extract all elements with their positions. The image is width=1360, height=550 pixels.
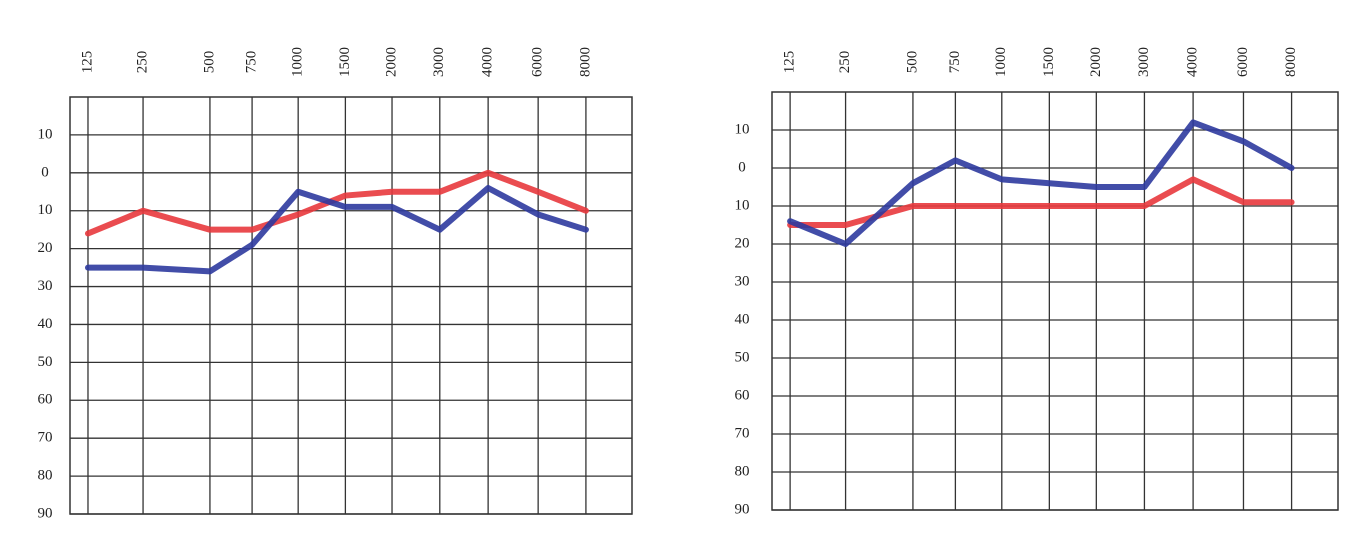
x-tick-label: 8000 <box>1283 47 1299 77</box>
y-tick-label: 10 <box>38 202 53 218</box>
x-tick-label: 3000 <box>1136 47 1152 77</box>
x-tick-label: 4000 <box>1185 47 1201 77</box>
line <box>790 179 1291 225</box>
x-tick-label: 6000 <box>1235 47 1251 77</box>
y-tick-label: 20 <box>735 235 750 251</box>
y-tick-label: 40 <box>38 316 53 332</box>
y-tick-label: 10 <box>38 126 53 142</box>
audiograms: 1001020304050607080901252505007501000150… <box>0 0 1360 550</box>
x-tick-label: 1500 <box>1041 47 1057 77</box>
x-tick-label: 2000 <box>383 47 399 77</box>
line <box>790 122 1291 244</box>
plot-frame <box>772 92 1338 510</box>
x-tick-label: 250 <box>837 51 853 74</box>
y-tick-label: 10 <box>735 197 750 213</box>
x-tick-label: 250 <box>134 51 150 74</box>
plot-frame <box>70 97 632 514</box>
x-tick-label: 2000 <box>1088 47 1104 77</box>
x-tick-label: 1500 <box>337 47 353 77</box>
y-tick-label: 40 <box>735 311 750 327</box>
x-tick-label: 750 <box>947 51 963 74</box>
x-tick-label: 3000 <box>431 47 447 77</box>
x-tick-label: 1000 <box>290 47 306 77</box>
y-tick-label: 50 <box>38 354 53 370</box>
y-tick-label: 0 <box>41 164 49 180</box>
x-tick-label: 500 <box>201 51 217 74</box>
y-tick-label: 60 <box>38 392 53 408</box>
x-tick-label: 4000 <box>480 47 496 77</box>
y-tick-label: 60 <box>735 387 750 403</box>
x-tick-label: 125 <box>782 51 798 74</box>
y-tick-label: 90 <box>735 501 750 517</box>
x-tick-label: 500 <box>904 51 920 74</box>
x-tick-label: 1000 <box>993 47 1009 77</box>
y-tick-label: 80 <box>38 468 53 484</box>
y-tick-label: 30 <box>735 273 750 289</box>
y-tick-label: 10 <box>735 121 750 137</box>
y-tick-label: 0 <box>738 159 746 175</box>
x-tick-label: 6000 <box>530 47 546 77</box>
y-tick-label: 90 <box>38 505 53 521</box>
y-tick-label: 70 <box>38 430 53 446</box>
x-tick-label: 750 <box>244 51 260 74</box>
y-tick-label: 80 <box>735 463 750 479</box>
y-tick-label: 30 <box>38 278 53 294</box>
x-tick-label: 125 <box>79 51 95 74</box>
x-tick-label: 8000 <box>577 47 593 77</box>
y-tick-label: 50 <box>735 349 750 365</box>
y-tick-label: 70 <box>735 425 750 441</box>
page: 1001020304050607080901252505007501000150… <box>0 0 1360 550</box>
y-tick-label: 20 <box>38 240 53 256</box>
